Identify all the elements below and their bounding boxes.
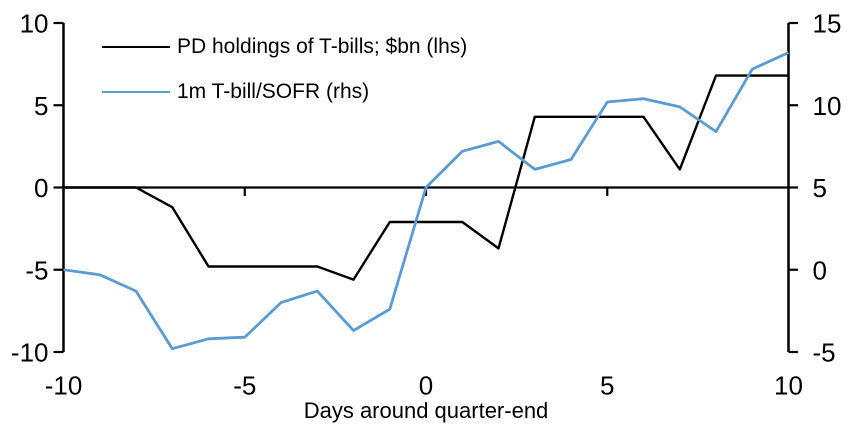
right-axis-tick-label: 0 xyxy=(813,255,827,285)
legend-item-tbill-sofr: 1m T-bill/SOFR (rhs) xyxy=(102,79,467,105)
legend-item-pd-holdings: PD holdings of T-bills; $bn (lhs) xyxy=(102,34,467,60)
legend: PD holdings of T-bills; $bn (lhs) 1m T-b… xyxy=(102,34,467,124)
series-line-tbill-sofr xyxy=(63,51,790,351)
right-axis-tick-label: 15 xyxy=(813,9,842,39)
x-axis-tick-label: -10 xyxy=(45,371,83,401)
legend-label-pd-holdings: PD holdings of T-bills; $bn (lhs) xyxy=(177,35,468,58)
right-axis-tick-label: 10 xyxy=(813,91,842,121)
x-axis-tick-label: 10 xyxy=(774,371,803,401)
right-axis-tick-label: -5 xyxy=(813,338,836,368)
x-axis-tick-label: 5 xyxy=(600,371,614,401)
left-axis-tick-label: 10 xyxy=(20,9,49,39)
legend-line-sample-blue xyxy=(102,91,170,93)
left-axis-tick-label: -5 xyxy=(25,255,48,285)
x-axis-tick-label: -5 xyxy=(233,371,256,401)
right-axis-tick-label: 5 xyxy=(813,173,827,203)
series-line-pd-holdings xyxy=(63,74,789,281)
x-axis-title: Days around quarter-end xyxy=(303,398,549,423)
left-axis-tick-label: 0 xyxy=(34,173,48,203)
left-axis-tick-label: -10 xyxy=(11,338,49,368)
legend-line-sample-black xyxy=(102,46,170,48)
legend-label-tbill-sofr: 1m T-bill/SOFR (rhs) xyxy=(177,80,370,103)
x-axis-tick-label: 0 xyxy=(419,371,433,401)
left-axis-tick-label: 5 xyxy=(34,91,48,121)
